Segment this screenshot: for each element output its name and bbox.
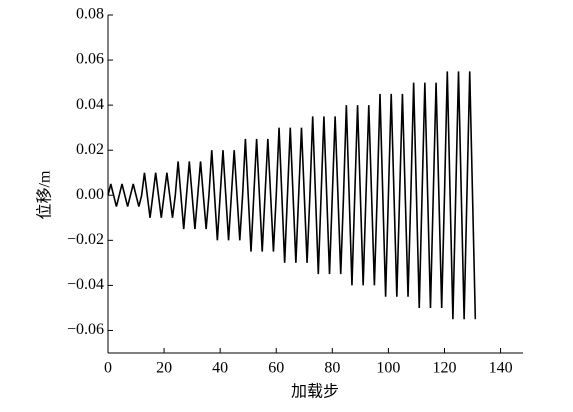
y-tick-label: −0.06 [67,321,104,338]
x-tick-label: 20 [156,360,172,377]
y-tick-label: 0.08 [76,6,104,23]
x-tick-label: 0 [104,360,112,377]
x-axis-label: 加载步 [291,383,339,401]
data-line [107,71,477,320]
x-tick-label: 140 [489,360,513,377]
x-tick-label: 100 [376,360,400,377]
x-tick-label: 60 [268,360,284,377]
x-tick-label: 40 [212,360,228,377]
y-tick-label: 0.06 [76,51,104,68]
y-tick-label: 0.02 [76,141,104,158]
x-tick-label: 80 [324,360,340,377]
y-tick-label: −0.02 [67,231,104,248]
y-tick-label: −0.04 [67,276,104,293]
y-tick-label: 0.00 [76,186,104,203]
y-axis-label: 位移/m [36,170,54,219]
y-tick-label: 0.04 [76,96,104,113]
x-tick-label: 120 [432,360,456,377]
